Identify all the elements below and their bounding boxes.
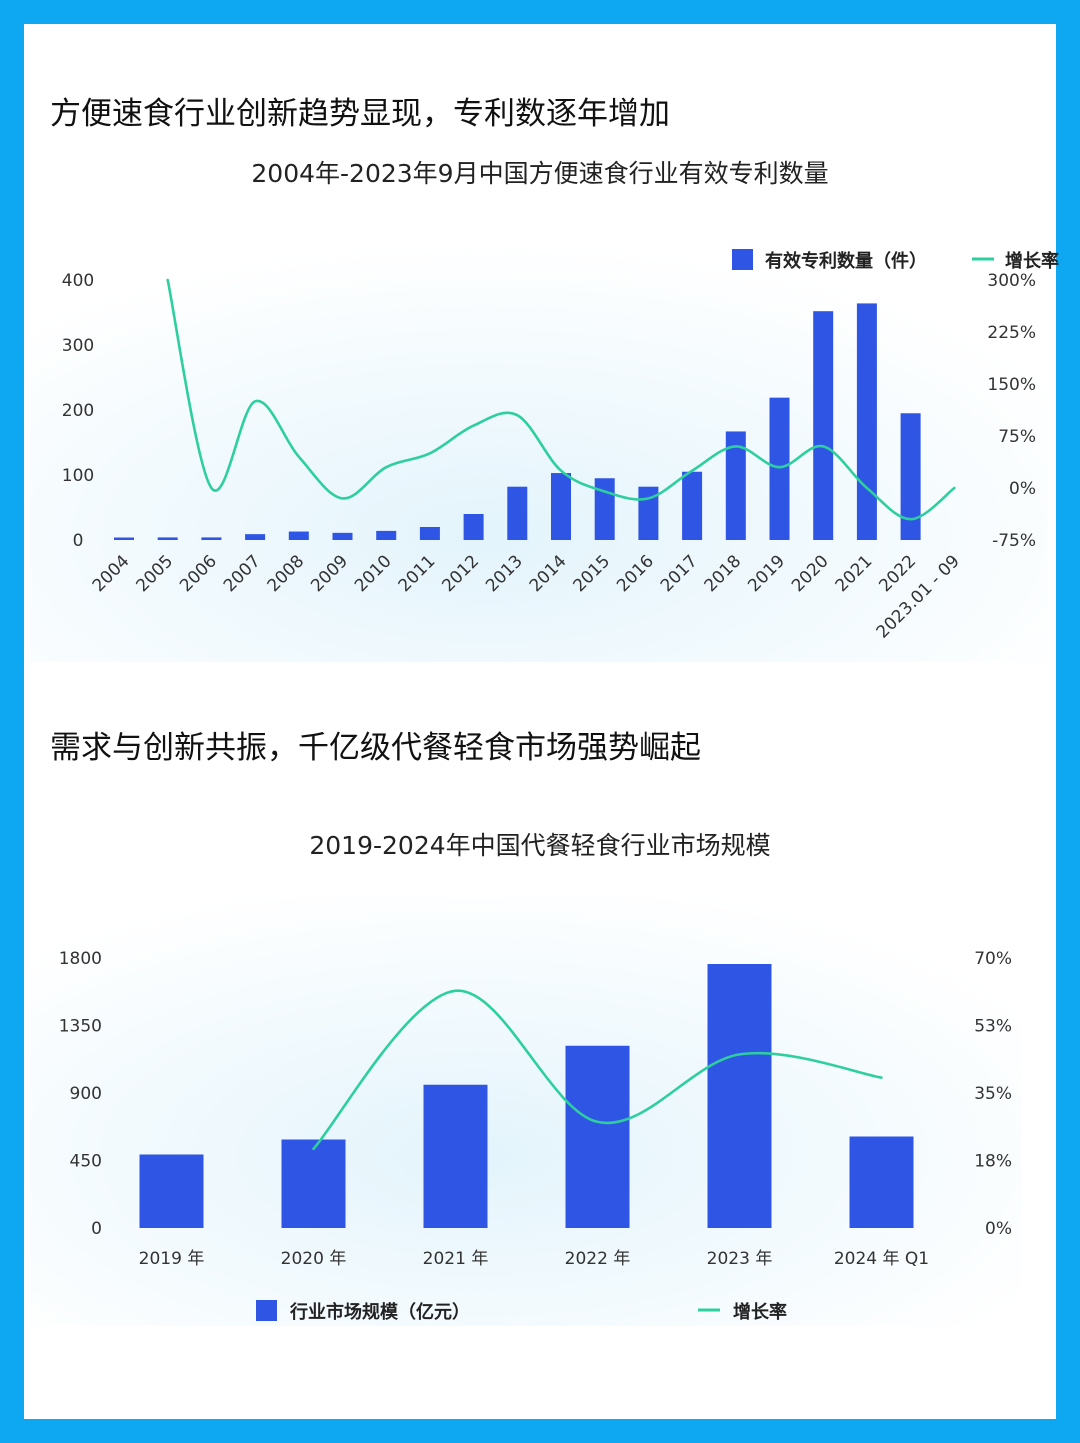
bar bbox=[245, 534, 266, 540]
x-tick-label: 2020 年 bbox=[281, 1249, 347, 1269]
y-right-tick-label: 150% bbox=[987, 375, 1036, 395]
y-right-tick-label: -75% bbox=[992, 531, 1036, 551]
bar bbox=[565, 1045, 630, 1228]
y-right-tick-label: 70% bbox=[974, 949, 1012, 969]
y-right-tick-label: 225% bbox=[987, 323, 1036, 343]
y-right-tick-label: 300% bbox=[987, 271, 1036, 291]
bar bbox=[281, 1139, 346, 1228]
x-tick-label: 2021 年 bbox=[423, 1249, 489, 1269]
chart-patents-svg: 4003002001000300%225%150%75%0%-75%200420… bbox=[30, 210, 1059, 662]
chart-market-svg: 1800 1350 900 450 0 70% 53% 35% 18% 0% 2019 年 2020 … bbox=[30, 898, 1022, 1326]
legend-swatch-bar bbox=[256, 1300, 277, 1321]
legend-label-line: 增长率 bbox=[1005, 250, 1059, 272]
y-left-tick-label: 450 bbox=[70, 1152, 102, 1172]
y-right-tick-label: 0% bbox=[1009, 479, 1036, 499]
y-right-tick-label: 53% bbox=[974, 1017, 1012, 1037]
y-left-tick-label: 200 bbox=[62, 401, 94, 421]
legend-label-bar: 行业市场规模（亿元） bbox=[289, 1301, 470, 1323]
bar bbox=[114, 537, 134, 540]
bar bbox=[707, 964, 772, 1228]
chart-patents: 400 300 200 100 0 300% 225% 150% 75% 0% -75% 2004 20… bbox=[30, 210, 1059, 662]
bar bbox=[139, 1154, 204, 1228]
section-heading-market: 需求与创新共振，千亿级代餐轻食市场强势崛起 bbox=[50, 730, 701, 766]
bar bbox=[725, 431, 746, 540]
x-tick-label: 2023 年 bbox=[707, 1249, 773, 1269]
bar bbox=[849, 1136, 914, 1228]
bar bbox=[594, 478, 615, 540]
y-left-tick-label: 0 bbox=[73, 531, 84, 551]
section-heading-patents: 方便速食行业创新趋势显现，专利数逐年增加 bbox=[50, 96, 670, 132]
y-left-tick-label: 400 bbox=[62, 271, 94, 291]
bar bbox=[288, 531, 309, 540]
chart-market: 1800 1350 900 450 0 70% 53% 35% 18% 0% 2019 年 2020 … bbox=[30, 898, 1022, 1326]
growth-rate-line bbox=[312, 989, 883, 1151]
chart-patents-background bbox=[30, 210, 1048, 662]
y-left-tick-label: 300 bbox=[62, 336, 94, 356]
bar bbox=[423, 1084, 488, 1228]
bar bbox=[551, 473, 571, 540]
content-card: 方便速食行业创新趋势显现，专利数逐年增加 2004年-2023年9月中国方便速食… bbox=[24, 24, 1059, 1419]
legend-swatch-bar bbox=[732, 249, 753, 270]
y-right-tick-label: 75% bbox=[998, 427, 1036, 447]
bar bbox=[900, 413, 921, 540]
bar bbox=[463, 514, 484, 540]
bar bbox=[813, 311, 834, 540]
y-left-tick-label: 1800 bbox=[59, 949, 102, 969]
chart-market-background bbox=[30, 898, 1022, 1326]
y-right-tick-label: 18% bbox=[974, 1152, 1012, 1172]
x-tick-label: 2024 年 Q1 bbox=[834, 1249, 929, 1269]
bar bbox=[332, 532, 353, 540]
y-right-tick-label: 35% bbox=[974, 1084, 1012, 1104]
bar bbox=[376, 530, 397, 540]
chart-title-patents: 2004年-2023年9月中国方便速食行业有效专利数量 bbox=[251, 159, 829, 188]
y-left-tick-label: 1350 bbox=[59, 1017, 102, 1037]
bar bbox=[419, 527, 440, 540]
legend-label-bar: 有效专利数量（件） bbox=[765, 250, 927, 272]
legend-label-line: 增长率 bbox=[733, 1301, 787, 1323]
bar bbox=[157, 537, 178, 540]
growth-rate-line bbox=[166, 278, 956, 521]
y-right-tick-label: 0% bbox=[985, 1219, 1012, 1239]
y-left-tick-label: 100 bbox=[62, 466, 94, 486]
bar bbox=[682, 471, 703, 540]
y-left-tick-label: 900 bbox=[70, 1084, 102, 1104]
x-tick-label: 2019 年 bbox=[139, 1249, 205, 1269]
chart-title-market: 2019-2024年中国代餐轻食行业市场规模 bbox=[309, 831, 771, 860]
bar bbox=[856, 303, 877, 540]
y-left-tick-label: 0 bbox=[91, 1219, 102, 1239]
x-tick-label: 2022 年 bbox=[565, 1249, 631, 1269]
bar bbox=[507, 486, 528, 540]
bar bbox=[201, 537, 222, 540]
bar bbox=[769, 397, 790, 540]
